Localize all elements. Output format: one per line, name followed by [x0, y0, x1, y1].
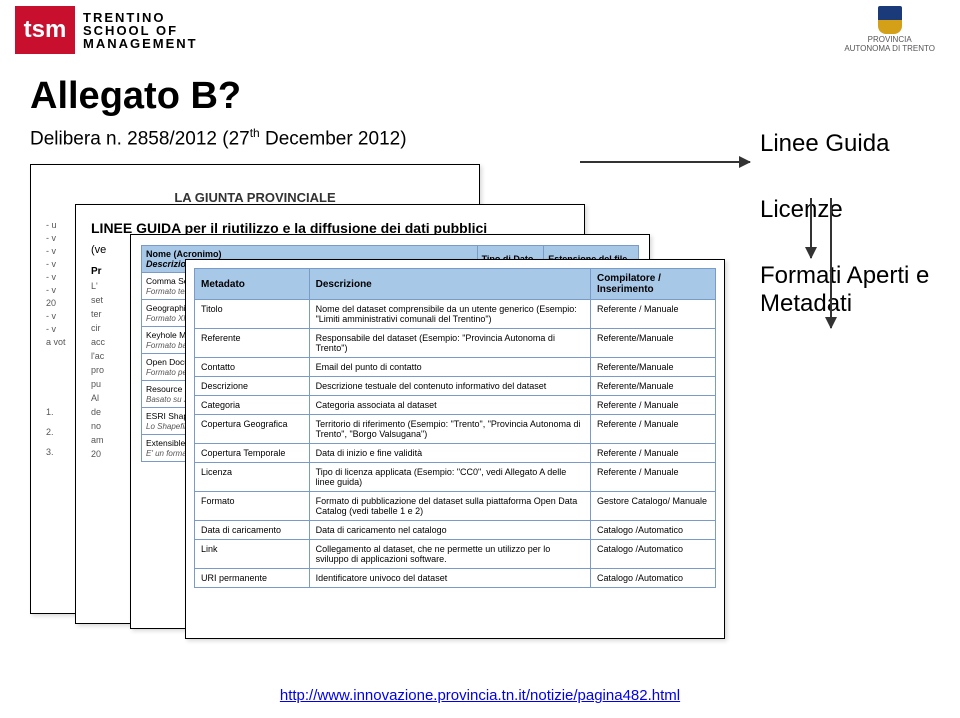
side-licenze: Licenze — [760, 196, 930, 224]
table-row: Data di caricamentoData di caricamento n… — [195, 521, 716, 540]
table-row: URI permanenteIdentificatore univoco del… — [195, 569, 716, 588]
metadata-table: Metadato Descrizione Compilatore / Inser… — [194, 268, 716, 588]
prov-l2: AUTONOMA DI TRENTO — [844, 45, 935, 54]
footer-link[interactable]: http://www.innovazione.provincia.tn.it/n… — [0, 687, 960, 704]
page-title: Allegato B? — [30, 75, 930, 118]
table-row: Copertura TemporaleData di inizio e fine… — [195, 444, 716, 463]
crest-icon — [878, 6, 902, 34]
brand-l3: MANAGEMENT — [83, 37, 198, 50]
logo-left: tsm TRENTINO SCHOOL OF MANAGEMENT — [15, 6, 198, 54]
t4-h3: Compilatore / Inserimento — [590, 269, 715, 300]
table-row: TitoloNome del dataset comprensibile da … — [195, 300, 716, 329]
sub-sup: th — [250, 126, 260, 140]
arrow-down-1 — [810, 198, 812, 258]
tsm-logo: tsm — [15, 6, 75, 54]
table-row: CategoriaCategoria associata al datasetR… — [195, 396, 716, 415]
table-row: FormatoFormato di pubblicazione del data… — [195, 492, 716, 521]
brand-text: TRENTINO SCHOOL OF MANAGEMENT — [83, 11, 198, 50]
province-logo: PROVINCIA AUTONOMA DI TRENTO — [844, 6, 935, 54]
side-formati: Formati Aperti e Metadati — [760, 262, 930, 318]
table-row: LinkCollegamento al dataset, che ne perm… — [195, 540, 716, 569]
doc-stack: LA GIUNTA PROVINCIALE - u- v- v- v- v- v… — [30, 164, 710, 634]
t4-h2: Descrizione — [309, 269, 590, 300]
table-row: ContattoEmail del punto di contattoRefer… — [195, 358, 716, 377]
side-labels: Linee Guida Licenze Formati Aperti e Met… — [760, 130, 930, 356]
table-row: ReferenteResponsabile del dataset (Esemp… — [195, 329, 716, 358]
sub-b: December 2012) — [260, 128, 407, 149]
brand-l2: SCHOOL OF — [83, 24, 198, 37]
table-row: LicenzaTipo di licenza applicata (Esempi… — [195, 463, 716, 492]
t4-h1: Metadato — [195, 269, 310, 300]
table-row: DescrizioneDescrizione testuale del cont… — [195, 377, 716, 396]
arrow-down-2 — [830, 198, 832, 328]
side-linee: Linee Guida — [760, 130, 930, 158]
doc-layer-4: Metadato Descrizione Compilatore / Inser… — [185, 259, 725, 639]
brand-l1: TRENTINO — [83, 11, 198, 24]
arrow-horizontal — [580, 161, 750, 163]
doc1-title: LA GIUNTA PROVINCIALE — [46, 190, 464, 205]
sub-a: Delibera n. 2858/2012 (27 — [30, 128, 250, 149]
table-row: Copertura GeograficaTerritorio di riferi… — [195, 415, 716, 444]
header: tsm TRENTINO SCHOOL OF MANAGEMENT PROVIN… — [0, 0, 960, 60]
